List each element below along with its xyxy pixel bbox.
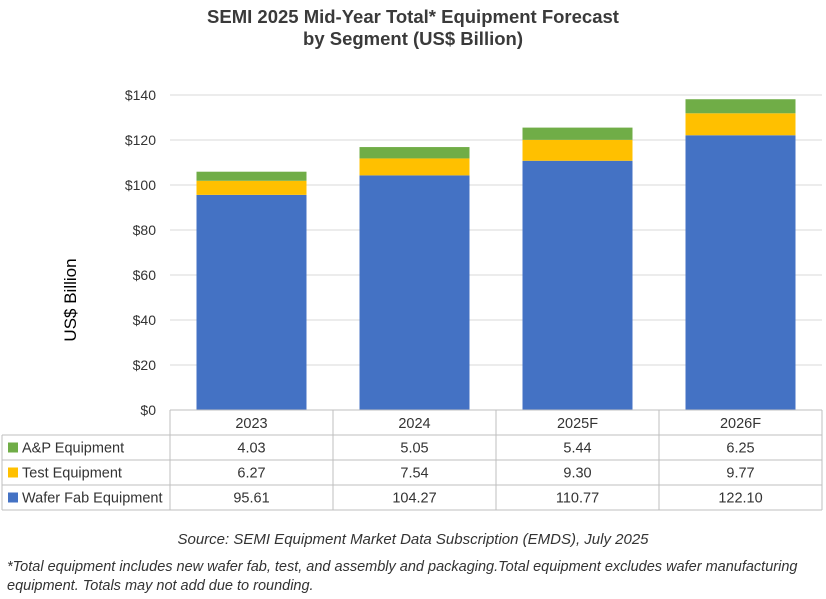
legend-label: A&P Equipment xyxy=(22,441,124,457)
data-label: 110.77 xyxy=(556,491,599,507)
legend-swatch xyxy=(8,492,18,503)
x-category-label: 2023 xyxy=(235,416,267,432)
data-label: 5.44 xyxy=(563,441,591,457)
y-tick-label: $140 xyxy=(125,87,156,103)
bar-a-p-equipment xyxy=(196,171,307,181)
source-note: Source: SEMI Equipment Market Data Subsc… xyxy=(177,531,649,548)
data-label: 6.27 xyxy=(237,466,265,482)
data-label: 9.77 xyxy=(726,466,754,482)
bar-a-p-equipment xyxy=(685,99,796,114)
chart-title: SEMI 2025 Mid-Year Total* Equipment Fore… xyxy=(0,6,826,50)
chart-title-line2: by Segment (US$ Billion) xyxy=(303,28,523,49)
bar-wafer-fab-equipment xyxy=(685,135,796,410)
y-tick-label: $40 xyxy=(133,312,157,328)
bar-wafer-fab-equipment xyxy=(359,175,470,410)
y-tick-label: $120 xyxy=(125,132,156,148)
data-label: 122.10 xyxy=(718,491,762,507)
data-label: 4.03 xyxy=(237,441,265,457)
bar-a-p-equipment xyxy=(359,147,470,159)
data-label: 104.27 xyxy=(392,491,436,507)
data-label: 7.54 xyxy=(400,466,428,482)
stacked-bar-chart: $0 $20 $40 $60 $80 $100 $120 $140 US$ Billion 202… xyxy=(1,87,823,511)
x-category-label: 2025F xyxy=(557,416,598,432)
y-tick-label: $60 xyxy=(133,267,157,283)
x-category-label: 2024 xyxy=(398,416,430,432)
bar-a-p-equipment xyxy=(522,127,633,140)
data-label: 6.25 xyxy=(726,441,754,457)
bar-wafer-fab-equipment xyxy=(522,160,633,410)
legend-label: Test Equipment xyxy=(22,466,122,482)
bar-test-equipment xyxy=(359,158,470,176)
chart-title-line1: SEMI 2025 Mid-Year Total* Equipment Fore… xyxy=(207,6,619,27)
footnote: *Total equipment includes new wafer fab,… xyxy=(7,559,798,594)
x-category-label: 2026F xyxy=(720,416,761,432)
legend-label: Wafer Fab Equipment xyxy=(22,491,163,507)
legend-swatch xyxy=(8,442,18,453)
data-label: 9.30 xyxy=(563,466,591,482)
bar-test-equipment xyxy=(196,180,307,195)
y-tick-label: $100 xyxy=(125,177,156,193)
bar-wafer-fab-equipment xyxy=(196,194,307,410)
data-label: 95.61 xyxy=(233,491,269,507)
bar-test-equipment xyxy=(522,139,633,161)
bar-test-equipment xyxy=(685,113,796,136)
legend-swatch xyxy=(8,467,18,478)
y-axis-label: US$ Billion xyxy=(61,258,80,341)
y-tick-label: $20 xyxy=(133,357,157,373)
y-tick-label: $0 xyxy=(140,402,156,418)
y-tick-label: $80 xyxy=(133,222,157,238)
data-label: 5.05 xyxy=(400,441,428,457)
